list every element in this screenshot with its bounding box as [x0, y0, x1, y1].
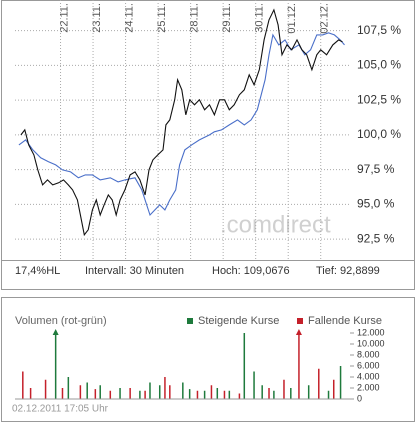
volume-panel — [1, 297, 415, 422]
x-tick-label: 25.11. — [156, 3, 168, 33]
volume-bar — [129, 388, 131, 399]
x-tick-label: 29.11. — [221, 3, 233, 33]
volume-bar — [144, 390, 146, 399]
volume-bar — [149, 382, 151, 399]
volume-bar — [290, 388, 292, 399]
volume-bar — [273, 390, 275, 399]
volume-bar — [54, 333, 57, 399]
y-tick-label: 8.000 — [357, 349, 380, 359]
y-tick-label: 92,5 % — [357, 231, 395, 245]
volume-bar — [79, 385, 82, 399]
volume-bar — [86, 382, 88, 399]
volume-bar — [169, 385, 171, 399]
x-tick-label: 28.11. — [189, 3, 201, 33]
y-tick-label: 2.000 — [357, 382, 380, 392]
volume-bar — [210, 385, 213, 399]
info-hl: 17,4%HL — [15, 265, 60, 277]
volume-bar — [332, 379, 335, 399]
volume-bar — [139, 390, 141, 399]
volume-bar — [223, 390, 226, 399]
x-tick-label: 30.11. — [254, 3, 266, 33]
y-tick-label: 102,5 % — [357, 92, 401, 106]
volume-bar — [196, 390, 199, 399]
y-tick-label: 105,0 % — [357, 58, 401, 72]
x-tick-label: 01.12. — [286, 3, 298, 34]
info-high: Hoch: 109,0676 — [212, 265, 290, 277]
volume-bar — [298, 333, 300, 399]
x-tick-label: 24.11. — [123, 3, 135, 33]
volume-bar — [283, 379, 285, 399]
volume-bar — [94, 389, 97, 399]
volume-bar — [44, 379, 47, 399]
legend-swatch — [187, 318, 193, 324]
overflow-arrow — [295, 329, 302, 335]
volume-bar — [339, 366, 342, 399]
volume-bar — [182, 382, 184, 399]
volume-bar — [188, 389, 191, 399]
volume-title: Volumen (rot-grün) — [15, 315, 107, 327]
y-tick-label: 100,0 % — [357, 127, 401, 141]
volume-bar — [109, 390, 112, 399]
volume-bar — [61, 388, 64, 399]
y-tick-label: 107,5 % — [357, 23, 401, 37]
volume-bar — [327, 390, 330, 399]
volume-bar — [67, 377, 70, 399]
volume-bar — [99, 385, 101, 399]
y-tick-label: 10.000 — [357, 338, 385, 348]
volume-bar — [119, 388, 121, 399]
watermark: .comdirect — [220, 211, 331, 238]
volume-bar — [307, 385, 310, 399]
y-tick-label: 12.000 — [357, 327, 385, 337]
volume-bar — [203, 390, 206, 399]
y-tick-label: 4.000 — [357, 371, 380, 381]
volume-bar — [228, 390, 231, 399]
volume-bar — [158, 385, 161, 399]
volume-bar — [238, 393, 241, 399]
price-line — [18, 32, 345, 217]
y-tick-label: 6.000 — [357, 360, 380, 370]
x-tick-label: 02.12. — [319, 3, 331, 34]
price-line — [20, 8, 343, 237]
x-tick-label: 22.11. — [58, 3, 70, 33]
volume-bar — [268, 388, 270, 399]
y-tick-label: 0 — [357, 393, 362, 403]
volume-bar — [243, 333, 246, 399]
volume-bar — [29, 388, 32, 399]
y-tick-label: 97,5 % — [357, 162, 395, 176]
legend-label: Fallende Kurse — [308, 315, 382, 327]
legend-swatch — [297, 318, 303, 324]
info-interval: Intervall: 30 Minuten — [85, 265, 184, 277]
info-low: Tief: 92,8899 — [316, 265, 380, 277]
x-tick-label: 23.11. — [91, 3, 103, 33]
overflow-arrow — [52, 329, 59, 335]
footer: 02.12.2011 17:05 Uhr — [12, 404, 109, 415]
volume-bar — [318, 368, 320, 399]
legend-label: Steigende Kurse — [198, 315, 279, 327]
volume-bar — [22, 371, 24, 399]
volume-bar — [216, 388, 219, 399]
volume-bar — [253, 371, 255, 399]
volume-bar — [164, 377, 166, 399]
y-tick-label: 95,0 % — [357, 197, 395, 211]
volume-bar — [261, 385, 263, 399]
main-panel — [1, 0, 415, 290]
